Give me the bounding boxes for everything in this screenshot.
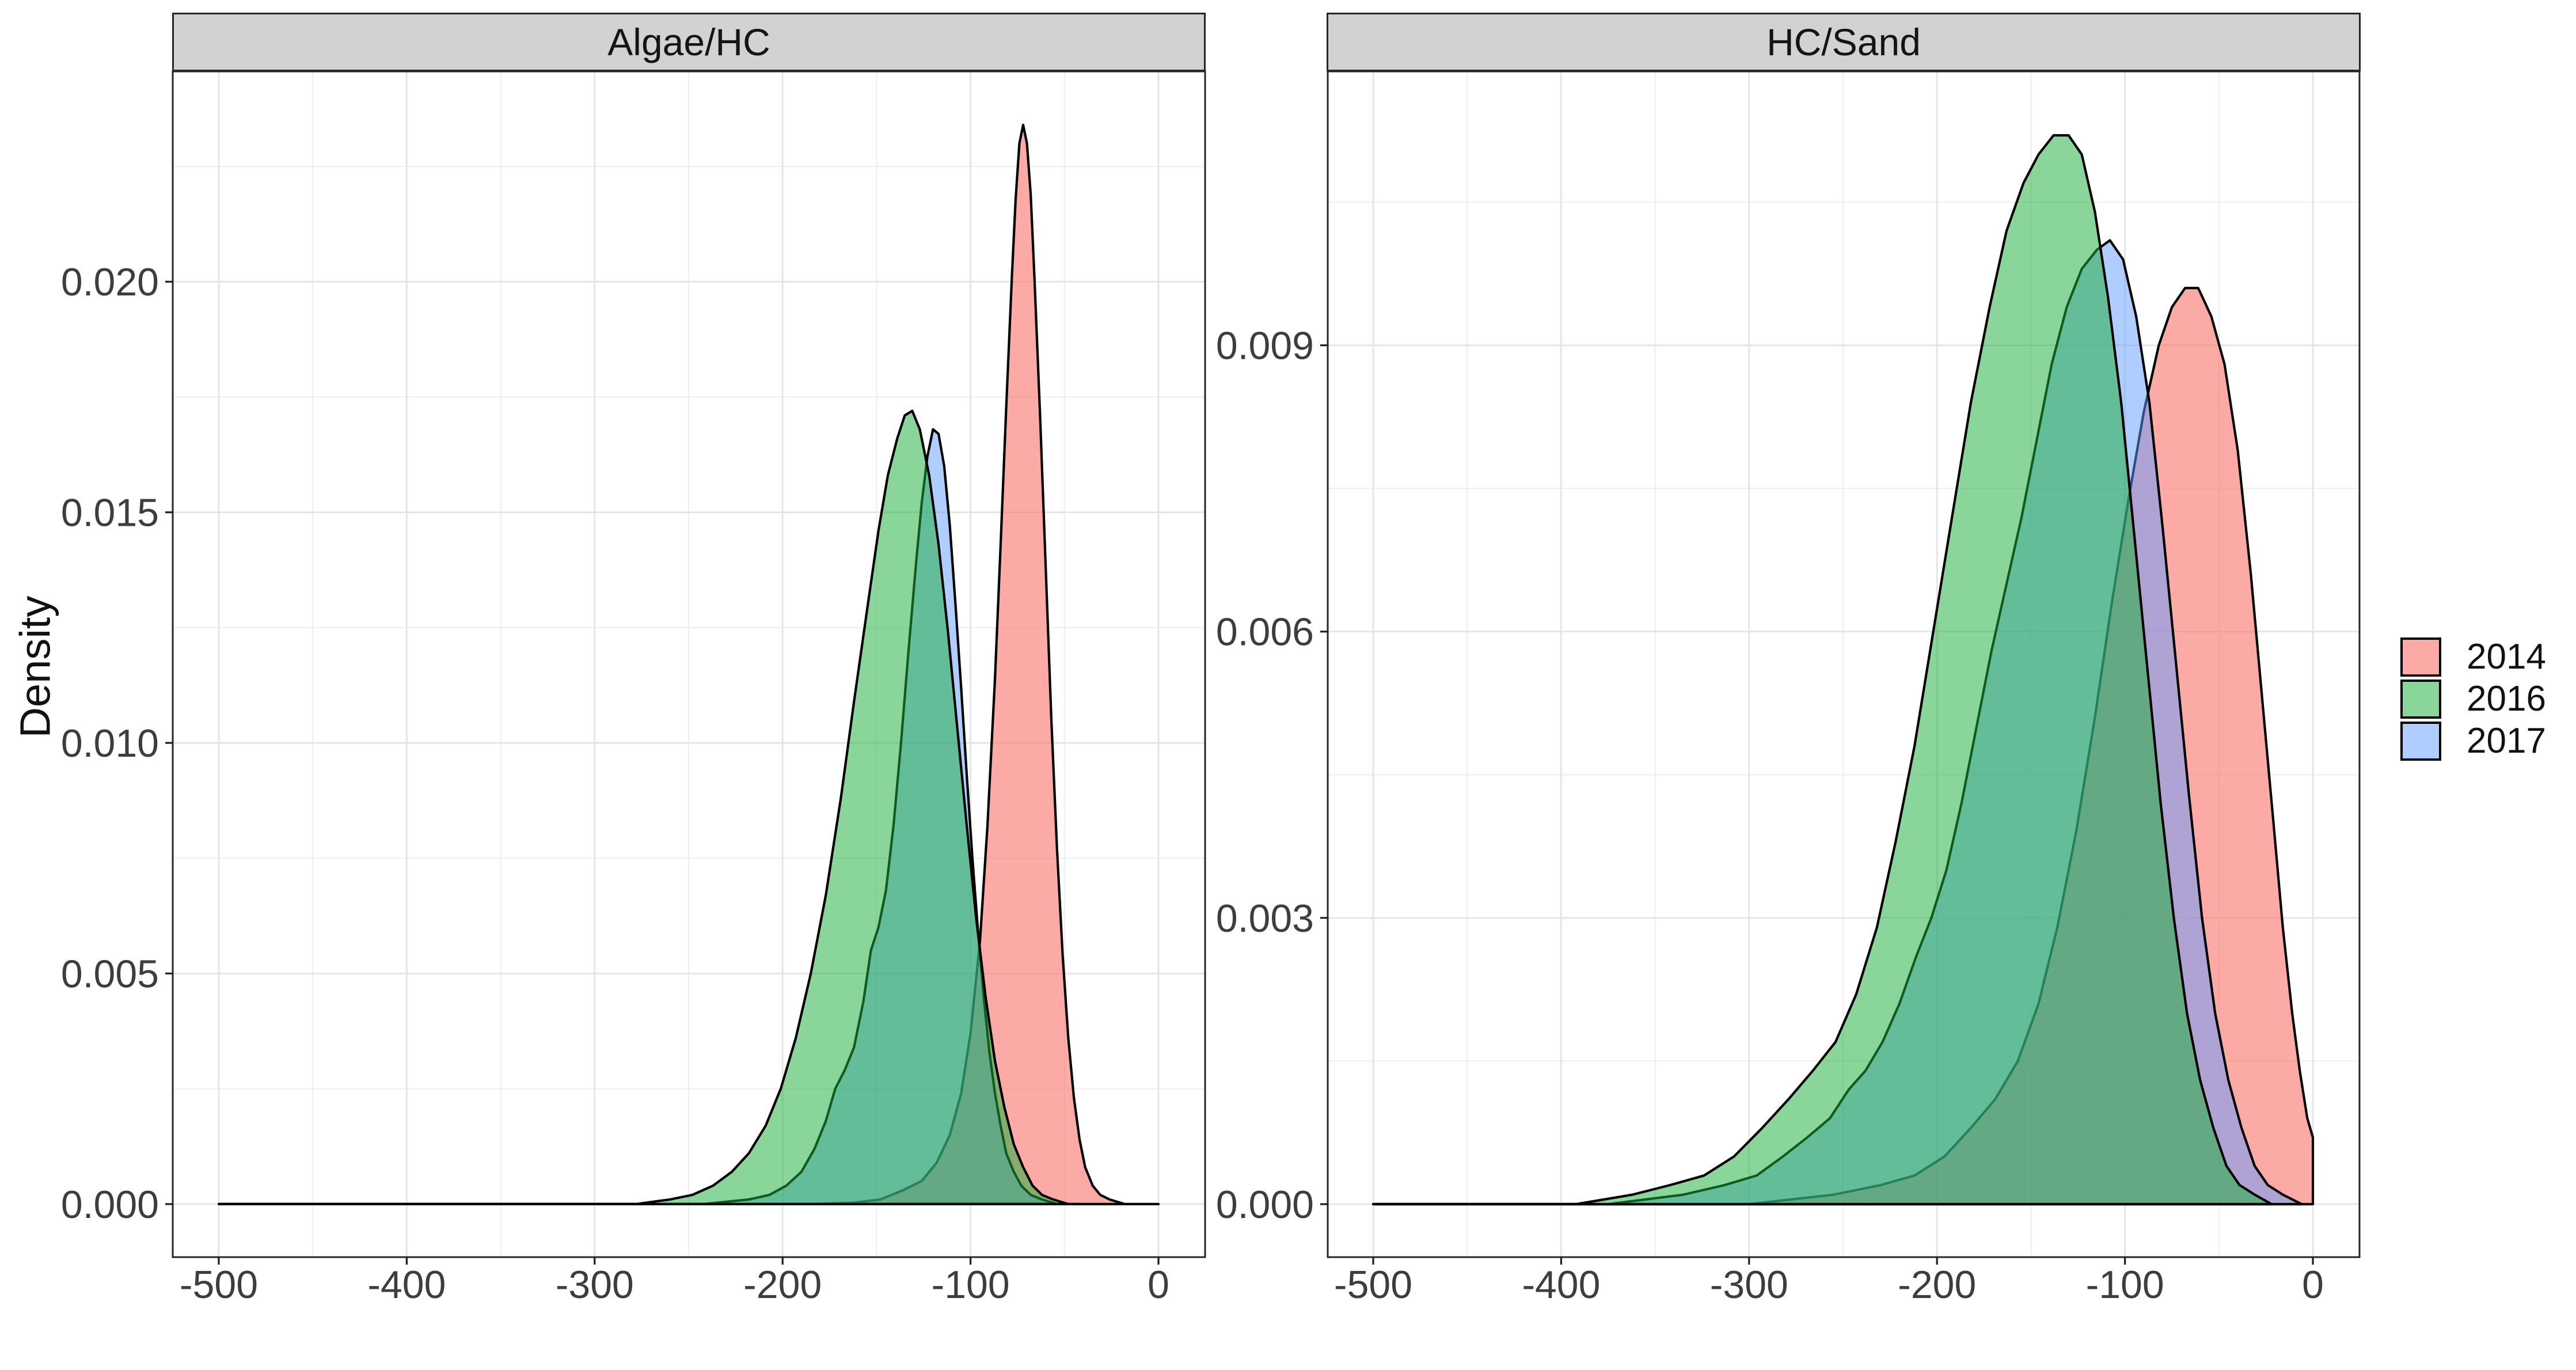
x-tick-label: 0	[1148, 1263, 1169, 1307]
y-tick-label: 0.006	[1216, 610, 1314, 654]
legend-label: 2016	[2467, 679, 2546, 719]
x-tick-label: -200	[743, 1263, 822, 1307]
x-tick-label: -100	[932, 1263, 1010, 1307]
x-tick-label: -200	[1898, 1263, 1976, 1307]
y-axis-title: Density	[11, 595, 59, 738]
facet-strip-title: Algae/HC	[607, 21, 770, 63]
legend-swatch-2016	[2400, 680, 2441, 719]
density-curve-2016	[217, 409, 1070, 1205]
x-tick-label: -300	[556, 1263, 634, 1307]
legend-swatch-2017	[2400, 722, 2441, 761]
facet-strip-title: HC/Sand	[1766, 21, 1921, 63]
x-tick-label: -100	[2086, 1263, 2164, 1307]
legend-swatch-2014	[2400, 637, 2441, 677]
y-tick-label: 0.010	[61, 722, 159, 765]
y-tick-label: 0.015	[61, 491, 159, 535]
y-tick-label: 0.000	[61, 1183, 159, 1227]
legend-entry-2017: 2017	[2400, 722, 2546, 761]
x-tick-label: -400	[367, 1263, 446, 1307]
y-tick-label: 0.003	[1216, 897, 1314, 940]
facet-strip-hc-sand: HC/Sand	[1327, 13, 2361, 71]
legend-label: 2014	[2467, 637, 2546, 677]
facet-panel-hc-sand: -500 -400 -300 -200 -100 0 0.000 0.003 0.006 0.00…	[1216, 70, 2361, 1307]
x-tick-label: -400	[1522, 1263, 1600, 1307]
density-curve-2016	[1371, 134, 2273, 1206]
x-tick-label: 0	[2302, 1263, 2324, 1307]
facet-strip-algae-hc: Algae/HC	[172, 13, 1206, 71]
panel-border	[1327, 70, 2361, 1258]
legend: 2014 2016 2017	[2400, 637, 2546, 761]
y-tick-label: 0.009	[1216, 324, 1314, 368]
panel-border	[172, 70, 1206, 1258]
legend-entry-2016: 2016	[2400, 680, 2546, 719]
y-tick-label: 0.000	[1216, 1183, 1314, 1227]
x-tick-label: -500	[1334, 1263, 1412, 1307]
legend-label: 2017	[2467, 721, 2546, 761]
x-tick-label: -300	[1710, 1263, 1788, 1307]
y-tick-label: 0.005	[61, 952, 159, 996]
y-tick-label: 0.020	[61, 260, 159, 304]
legend-entry-2014: 2014	[2400, 637, 2546, 677]
x-tick-label: -500	[180, 1263, 258, 1307]
facet-panel-algae-hc: -500 -400 -300 -200 -100 0 0.000 0.005 0.010 0.01…	[61, 70, 1206, 1307]
